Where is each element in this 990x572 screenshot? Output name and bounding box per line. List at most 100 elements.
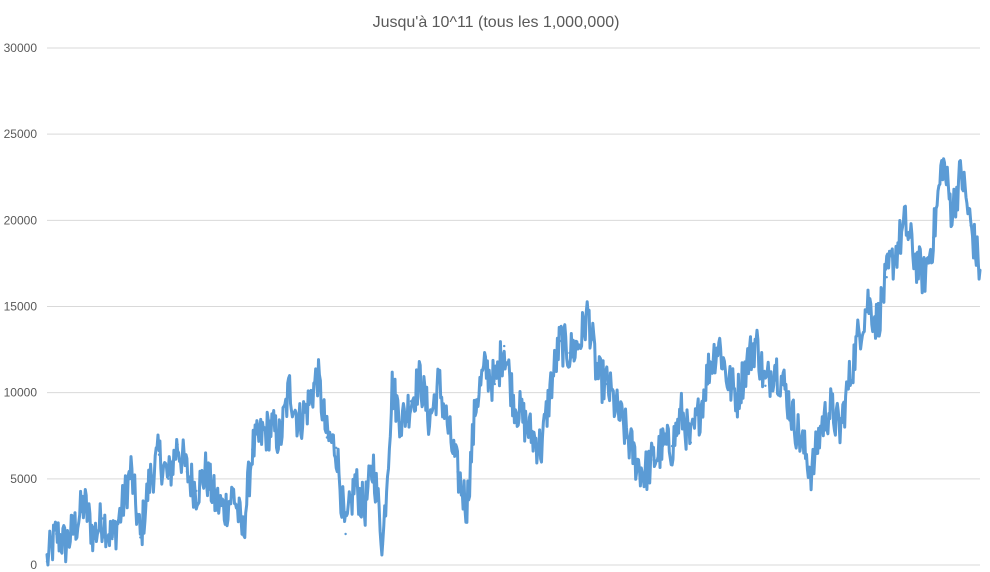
data-point bbox=[885, 276, 888, 279]
data-point bbox=[381, 543, 385, 546]
data-point bbox=[251, 448, 254, 451]
data-point bbox=[456, 470, 459, 474]
data-point bbox=[726, 379, 730, 382]
data-point bbox=[92, 534, 95, 537]
data-point bbox=[73, 525, 77, 529]
y-tick-label: 0 bbox=[30, 558, 37, 572]
data-point bbox=[960, 170, 963, 174]
data-point bbox=[782, 384, 786, 387]
data-point bbox=[269, 425, 273, 429]
data-point bbox=[185, 470, 189, 474]
data-point bbox=[195, 489, 198, 493]
data-point bbox=[503, 344, 506, 348]
data-point bbox=[838, 429, 842, 432]
data-point bbox=[167, 477, 170, 480]
data-point bbox=[521, 417, 524, 420]
data-point bbox=[531, 434, 534, 437]
y-tick-label: 10000 bbox=[4, 386, 38, 400]
data-point bbox=[307, 403, 310, 406]
data-point bbox=[437, 381, 441, 384]
data-point bbox=[204, 470, 207, 474]
data-point bbox=[568, 351, 571, 355]
data-point bbox=[586, 312, 590, 315]
gridlines bbox=[47, 47, 980, 566]
y-tick-label: 15000 bbox=[4, 300, 38, 314]
data-point bbox=[969, 224, 972, 227]
data-point bbox=[792, 417, 795, 420]
data-point bbox=[419, 377, 422, 381]
data-point bbox=[978, 269, 982, 272]
data-point bbox=[55, 532, 58, 536]
data-point bbox=[372, 463, 375, 467]
data-point bbox=[801, 444, 804, 448]
data-point bbox=[549, 384, 552, 387]
data-point bbox=[894, 250, 898, 253]
data-point bbox=[941, 158, 944, 162]
data-point bbox=[922, 276, 926, 279]
data-point bbox=[213, 498, 217, 501]
data-point bbox=[950, 210, 954, 213]
data-point bbox=[111, 537, 114, 541]
data-point bbox=[400, 420, 403, 424]
data-point bbox=[176, 443, 179, 446]
data-point bbox=[745, 362, 748, 365]
data-point bbox=[652, 458, 655, 462]
data-point bbox=[680, 412, 683, 415]
data-point bbox=[101, 517, 105, 520]
data-point bbox=[913, 257, 916, 260]
data-point bbox=[540, 446, 543, 449]
data-point bbox=[409, 400, 413, 403]
data-point bbox=[698, 408, 702, 412]
data-point bbox=[820, 424, 823, 427]
data-point bbox=[512, 398, 515, 401]
y-tick-label: 20000 bbox=[4, 213, 38, 227]
data-point bbox=[848, 379, 851, 382]
data-point bbox=[577, 343, 580, 346]
series-layer bbox=[45, 157, 982, 567]
data-point bbox=[633, 457, 636, 460]
y-tick-label: 5000 bbox=[10, 472, 37, 486]
data-point bbox=[754, 339, 758, 343]
data-point bbox=[484, 367, 487, 370]
data-point bbox=[717, 341, 720, 344]
data-point bbox=[857, 332, 860, 336]
data-point bbox=[288, 386, 291, 389]
data-point bbox=[428, 419, 431, 422]
data-point bbox=[493, 382, 496, 386]
data-point bbox=[363, 508, 366, 512]
data-point bbox=[475, 398, 478, 401]
data-point bbox=[736, 394, 739, 398]
data-point bbox=[447, 427, 450, 431]
data-point bbox=[642, 472, 646, 475]
data-point bbox=[810, 470, 814, 474]
data-point bbox=[279, 438, 282, 441]
data-point bbox=[157, 453, 161, 456]
data-point bbox=[344, 532, 347, 536]
data-point bbox=[773, 363, 776, 367]
data-point bbox=[223, 508, 226, 512]
data-point bbox=[120, 508, 123, 512]
chart-title: Jusqu'à 10^11 (tous les 1,000,000) bbox=[373, 14, 620, 31]
data-point bbox=[866, 300, 870, 303]
data-point bbox=[64, 543, 67, 546]
data-point bbox=[316, 374, 319, 377]
data-point bbox=[139, 536, 142, 539]
data-point bbox=[129, 469, 133, 472]
data-point bbox=[596, 376, 599, 379]
data-point bbox=[661, 444, 664, 448]
data-point bbox=[904, 222, 907, 225]
data-point bbox=[614, 407, 618, 410]
data-point bbox=[932, 236, 935, 239]
data-point bbox=[260, 434, 263, 437]
data-point bbox=[335, 446, 338, 449]
data-point bbox=[148, 479, 151, 482]
series-line-0 bbox=[45, 157, 982, 567]
y-tick-label: 30000 bbox=[4, 41, 38, 55]
data-point bbox=[465, 505, 469, 508]
data-point bbox=[83, 501, 86, 505]
data-point bbox=[391, 386, 394, 389]
data-point bbox=[232, 491, 235, 494]
data-point bbox=[45, 560, 49, 563]
data-point bbox=[605, 382, 608, 386]
